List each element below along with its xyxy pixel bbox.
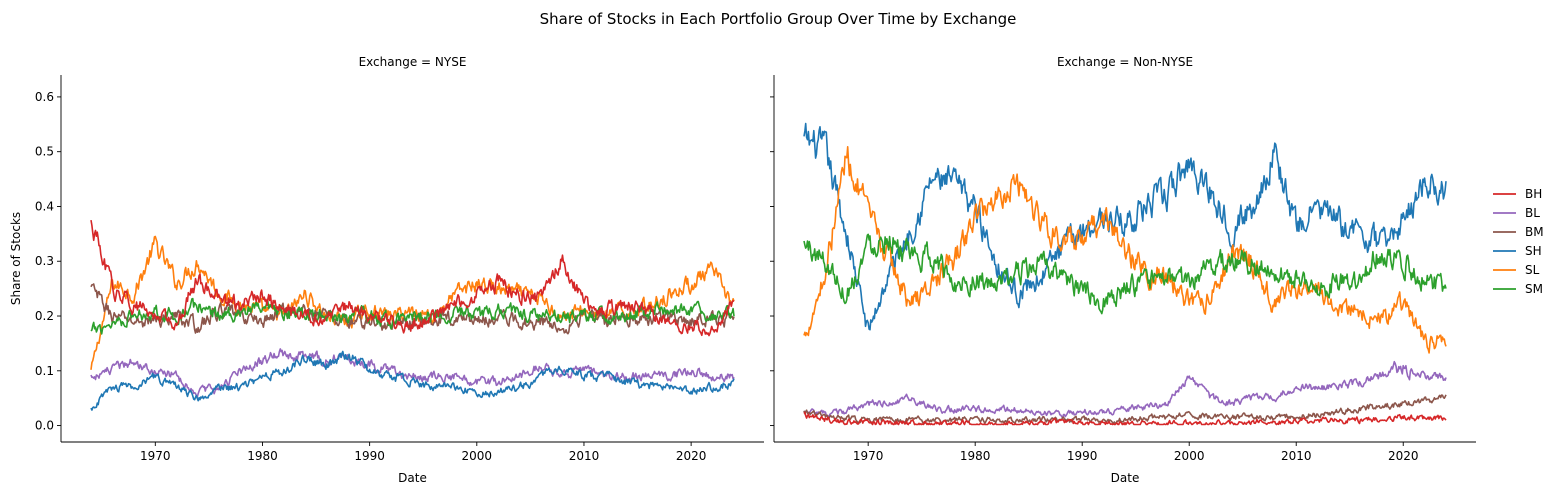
x-tick-label: 2020 <box>1388 449 1419 463</box>
x-tick-label: 1990 <box>1067 449 1098 463</box>
x-axis-label: Date <box>1111 471 1140 485</box>
series-line-bm <box>803 394 1447 425</box>
x-tick-label: 2020 <box>676 449 707 463</box>
series-line-sh <box>803 122 1447 331</box>
legend-label-bl: BL <box>1525 206 1540 220</box>
x-tick-label: 2000 <box>1174 449 1205 463</box>
y-axis-label: Share of Stocks <box>9 212 23 305</box>
x-tick-label: 1990 <box>354 449 385 463</box>
legend: BH BL BM SH SL SM <box>1493 187 1544 296</box>
y-tick-label: 0.6 <box>35 90 54 104</box>
figure-suptitle: Share of Stocks in Each Portfolio Group … <box>540 10 1017 28</box>
legend-label-sm: SM <box>1525 282 1543 296</box>
x-tick-label: 1980 <box>960 449 991 463</box>
legend-label-sl: SL <box>1525 263 1540 277</box>
x-axis-label: Date <box>398 471 427 485</box>
facet-nyse: Exchange = NYSE 1970 1980 1990 2000 2010 2020 0… <box>9 55 764 485</box>
y-tick-label: 0.1 <box>35 364 54 378</box>
y-tick-label: 0.5 <box>35 145 54 159</box>
facet-non-nyse: Exchange = Non-NYSE 1970 1980 1990 2000 2010 2… <box>770 55 1476 485</box>
x-tick-label: 2010 <box>569 449 600 463</box>
legend-label-bh: BH <box>1525 187 1542 201</box>
y-tick-label: 0.3 <box>35 254 54 268</box>
series-line-bm <box>90 283 735 335</box>
series-line-bl <box>90 348 735 398</box>
x-tick-label: 1970 <box>853 449 884 463</box>
series-line-sm <box>803 233 1447 315</box>
y-tick-label: 0.2 <box>35 309 54 323</box>
series-line-bh <box>90 219 735 337</box>
facet-title: Exchange = Non-NYSE <box>1057 55 1193 69</box>
legend-label-sh: SH <box>1525 244 1542 258</box>
legend-label-bm: BM <box>1525 225 1544 239</box>
x-tick-label: 2000 <box>462 449 493 463</box>
series-line-sm <box>90 297 735 335</box>
series-line-sh <box>90 350 735 411</box>
series-line-bl <box>803 360 1447 419</box>
series-line-sl <box>803 146 1447 354</box>
facet-title: Exchange = NYSE <box>359 55 467 69</box>
x-tick-label: 1980 <box>247 449 278 463</box>
series-line-bh <box>803 411 1447 426</box>
x-tick-label: 1970 <box>140 449 171 463</box>
x-tick-label: 2010 <box>1281 449 1312 463</box>
y-tick-label: 0.0 <box>35 419 54 433</box>
y-tick-label: 0.4 <box>35 199 54 213</box>
